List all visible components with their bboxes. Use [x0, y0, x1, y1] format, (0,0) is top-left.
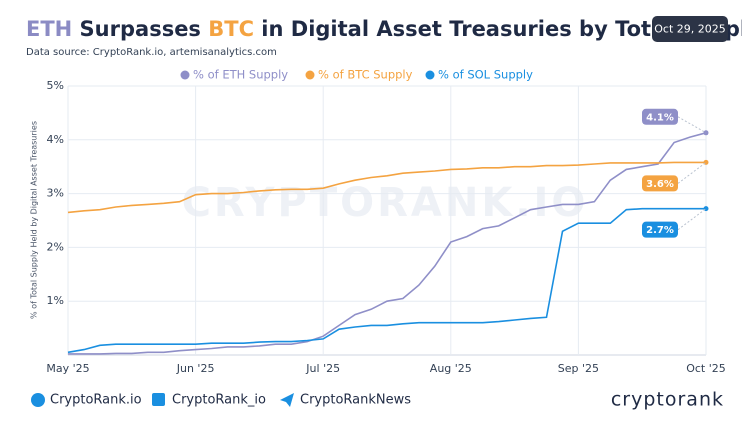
- value-badge: [642, 108, 678, 125]
- leader-line: [677, 208, 707, 231]
- footer: CryptoRank.io CryptoRank_io CryptoRankNe…: [31, 389, 724, 411]
- legend-marker: [305, 70, 315, 80]
- footer-link[interactable]: CryptoRank_io: [172, 393, 266, 408]
- x-tick-label: Aug '25: [430, 362, 472, 375]
- x-tick-label: May '25: [46, 362, 89, 375]
- web-icon: [31, 393, 45, 407]
- y-tick-label: 3%: [47, 187, 64, 200]
- date-badge: [652, 16, 728, 42]
- data-line: [67, 207, 706, 354]
- x-tick-label: Jul '25: [305, 362, 340, 375]
- title-part: ETH: [26, 17, 72, 41]
- title-part: BTC: [208, 17, 254, 41]
- y-tick-label: 4%: [47, 133, 64, 146]
- chart-title: ETH Surpasses BTC in Digital Asset Treas…: [26, 17, 742, 41]
- value-label: 4.1%: [646, 112, 674, 123]
- legend-label: % of ETH Supply: [193, 68, 288, 82]
- footer-link[interactable]: CryptoRank.io: [50, 393, 142, 408]
- data-line: [68, 132, 707, 355]
- y-tick-label: 5%: [47, 79, 64, 92]
- footer-link[interactable]: CryptoRankNews: [300, 393, 411, 408]
- y-tick-label: 2%: [47, 240, 64, 253]
- title-part: Surpasses: [72, 17, 208, 41]
- leader-line: [677, 116, 707, 134]
- y-tick-label: 1%: [47, 294, 64, 307]
- logo: cryptorank: [611, 389, 724, 411]
- legend-marker: [180, 70, 190, 80]
- value-badge: [642, 175, 678, 192]
- value-badge: [642, 221, 678, 238]
- legend-label: % of BTC Supply: [318, 68, 413, 82]
- watermark: CRYPTORANK.IO: [182, 180, 589, 226]
- date: Oct 29, 2025: [654, 23, 726, 36]
- x-tick-label: Jun '25: [176, 362, 215, 375]
- leader-line: [677, 161, 707, 184]
- x-tick-label: Sep '25: [558, 362, 599, 375]
- plot-area: 1% 2% 3% 4% 5% May '25 Jun '25 Jul '25 Aug '25 Se…: [46, 79, 725, 375]
- y-axis-label: % of Total Supply Held by Digital Asset …: [30, 121, 39, 319]
- x-icon: [152, 393, 165, 406]
- value-label: 2.7%: [646, 225, 674, 236]
- telegram-icon: [280, 393, 294, 407]
- x-tick-label: Oct '25: [686, 362, 726, 375]
- value-label: 3.6%: [646, 179, 674, 190]
- legend-label: % of SOL Supply: [438, 68, 533, 82]
- data-line: [67, 161, 706, 214]
- source: Data source: CryptoRank.io, artemisanaly…: [26, 47, 277, 58]
- legend-marker: [425, 70, 435, 80]
